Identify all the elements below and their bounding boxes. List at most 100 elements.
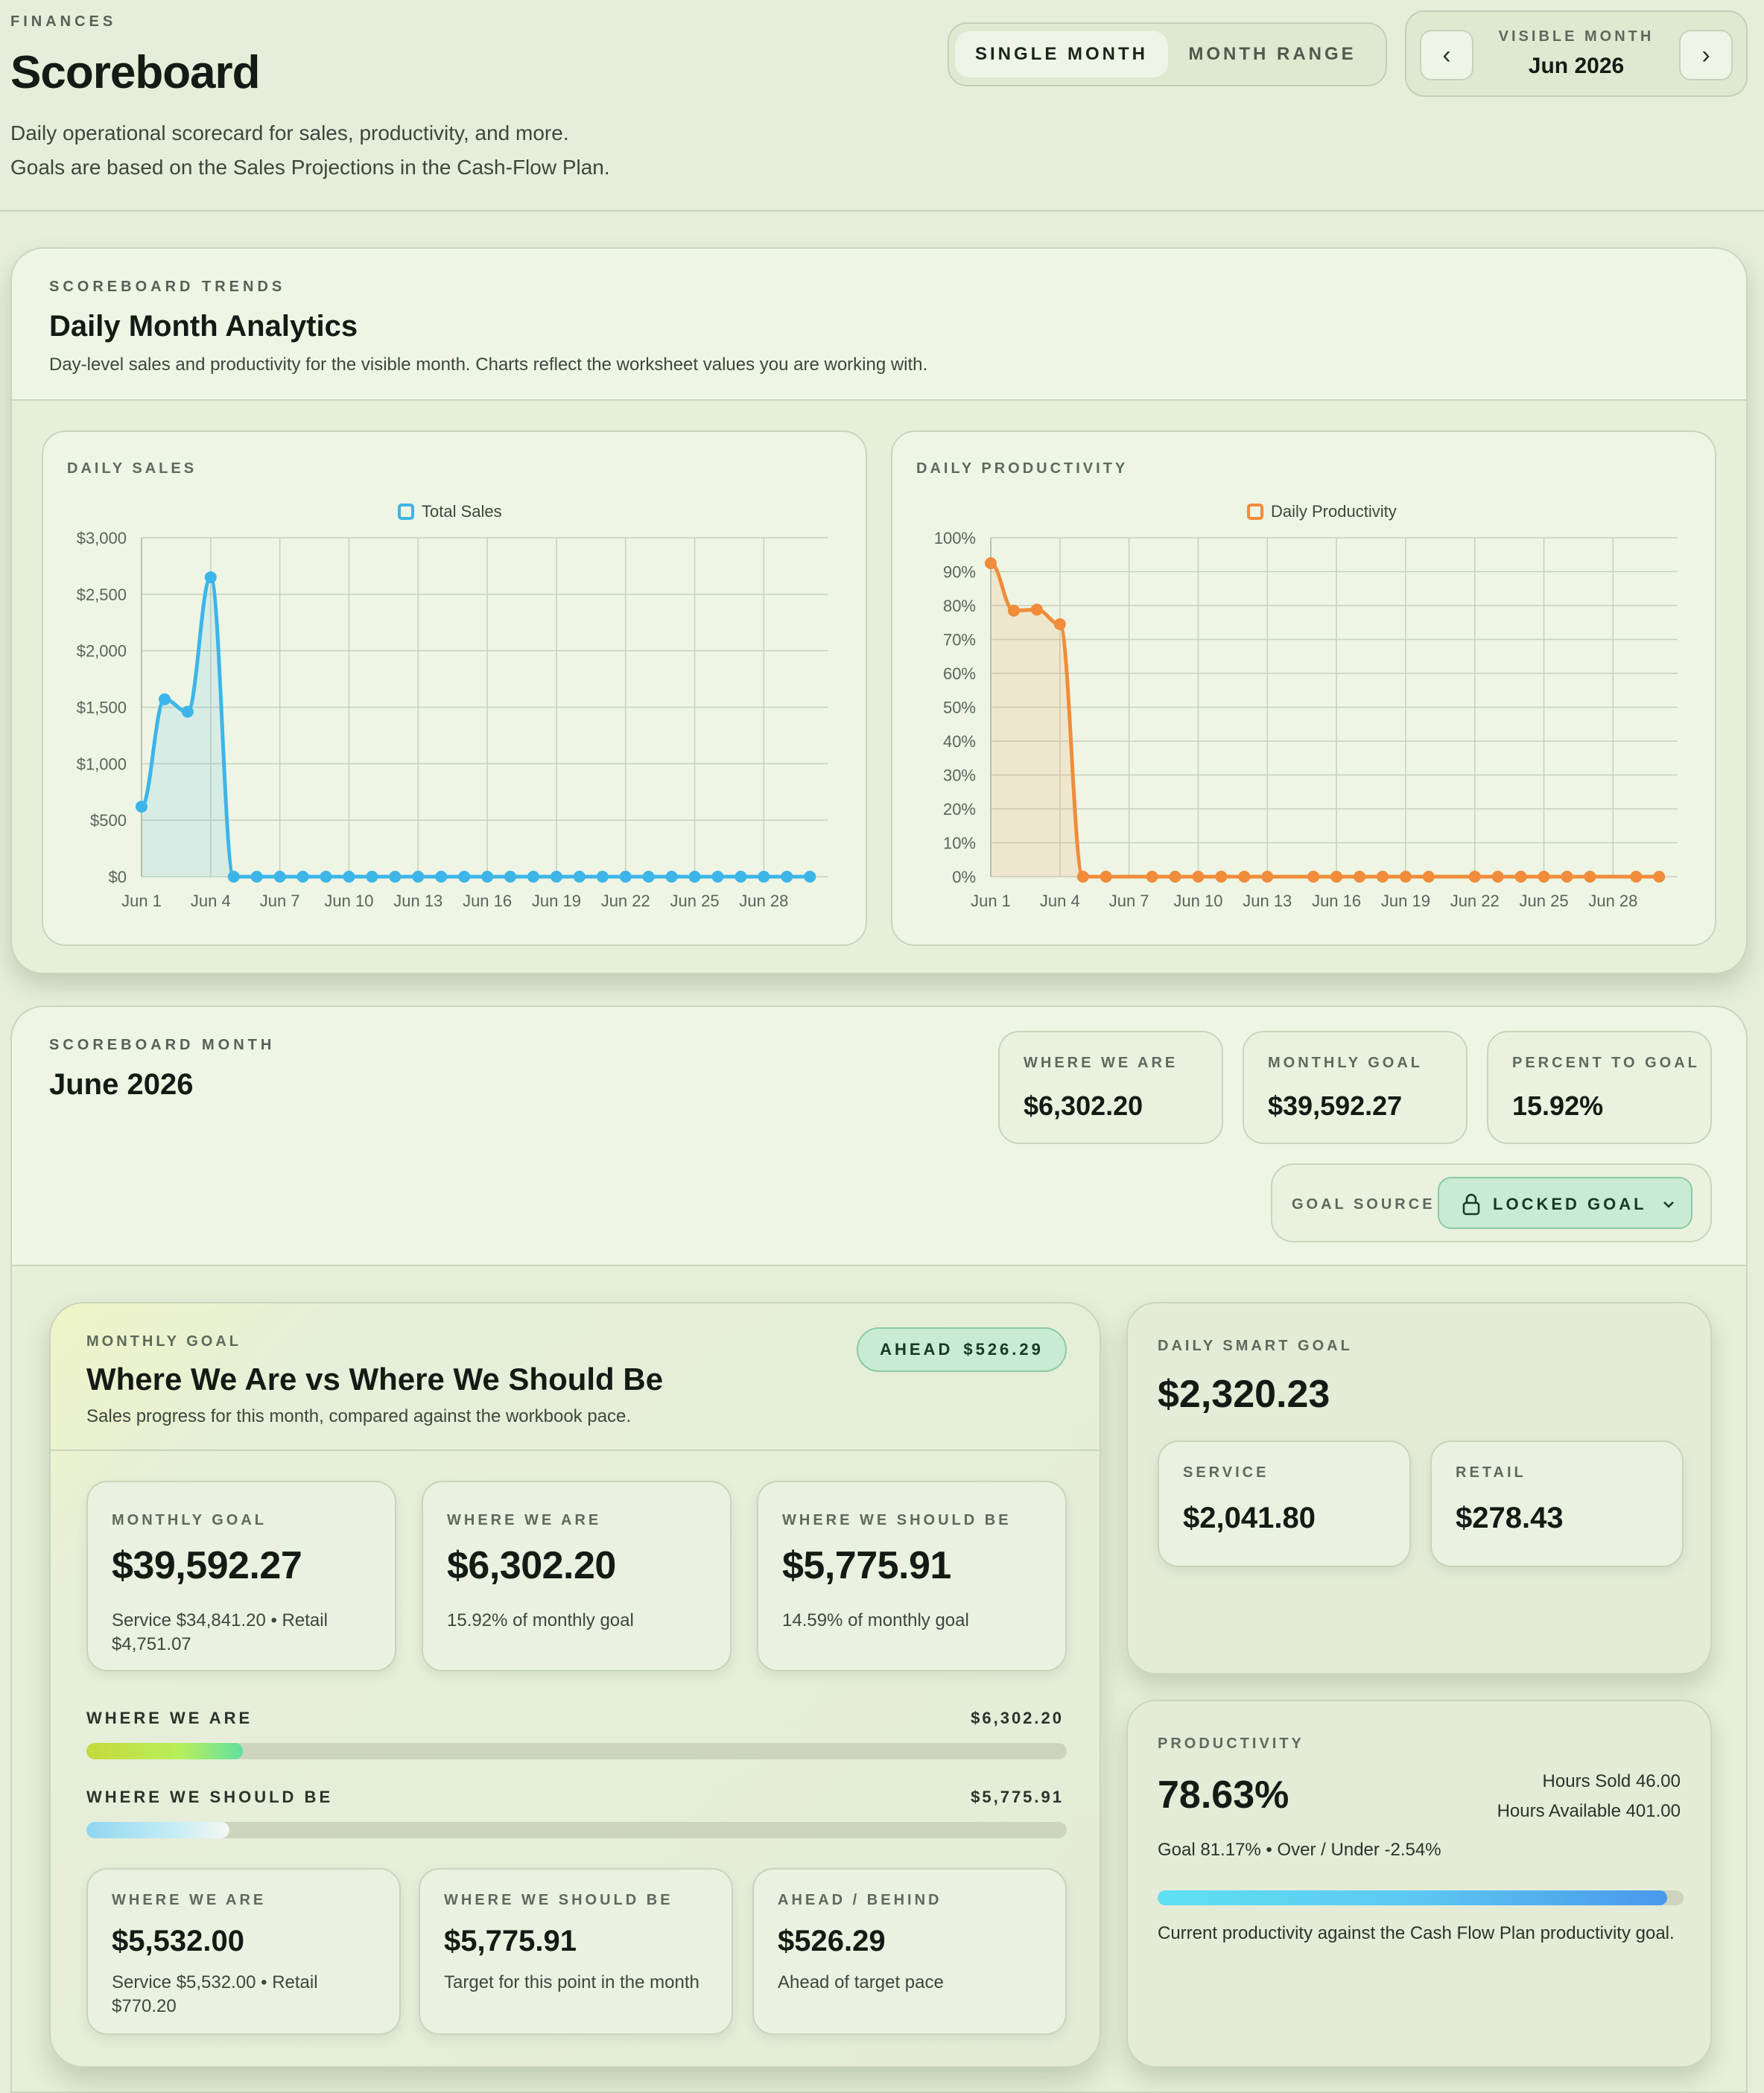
progress-label-where-we-are: WHERE WE ARE — [86, 1709, 253, 1727]
single-month-button[interactable]: SINGLE MONTH — [955, 31, 1168, 77]
productivity-point — [1146, 871, 1158, 883]
daily-productivity-chart: Daily Productivity 0% 10% 20% 30% 40% 50% 60% 70… — [934, 502, 1678, 910]
sales-point — [366, 871, 378, 883]
productivity-point — [985, 557, 997, 570]
productivity-eyebrow: PRODUCTIVITY — [1158, 1735, 1304, 1752]
daily-sales-chart-card: DAILY SALES Total Sales $0 $500 $1,000 $1,50… — [42, 431, 867, 946]
x-tick-label: Jun 10 — [324, 892, 373, 910]
sales-point — [711, 871, 724, 883]
stat-value: $39,592.27 — [1268, 1090, 1403, 1121]
sales-point — [504, 871, 517, 883]
x-tick-label: Jun 19 — [1381, 892, 1430, 910]
productivity-point — [1538, 871, 1550, 883]
stat-value: $6,302.20 — [1024, 1090, 1143, 1121]
sales-point — [435, 871, 448, 883]
legend-label: Total Sales — [422, 502, 502, 521]
next-month-button[interactable]: › — [1679, 30, 1733, 80]
trends-description: Day-level sales and productivity for the… — [49, 355, 928, 375]
y-tick-label: 10% — [943, 834, 976, 853]
sales-point — [273, 871, 286, 883]
sales-point — [158, 693, 171, 705]
trends-eyebrow: SCOREBOARD TRENDS — [49, 279, 286, 295]
detail-label: WHERE WE SHOULD BE — [444, 1892, 673, 1908]
productivity-point — [1491, 871, 1504, 883]
productivity-point — [1261, 871, 1274, 883]
detail-sub: Target for this point in the month — [444, 1972, 699, 1992]
detail-where-we-should-be: WHERE WE SHOULD BE $5,775.91 Target for … — [419, 1868, 733, 2035]
y-tick-label: 20% — [943, 800, 976, 819]
x-tick-label: Jun 13 — [393, 892, 442, 910]
header-divider — [0, 210, 1764, 212]
x-tick-label: Jun 7 — [260, 892, 300, 910]
productivity-track — [1158, 1890, 1684, 1905]
ahead-badge-value: $526.29 — [963, 1340, 1044, 1359]
stat-where-we-are: WHERE WE ARE $6,302.20 — [998, 1031, 1223, 1144]
y-tick-label: $2,000 — [77, 642, 127, 661]
retail-label: RETAIL — [1456, 1464, 1526, 1481]
trends-title: Daily Month Analytics — [49, 310, 358, 343]
productivity-area — [991, 563, 1660, 877]
x-tick-label: Jun 22 — [1450, 892, 1500, 910]
productivity-point — [1584, 871, 1596, 883]
y-tick-label: $1,500 — [77, 699, 127, 717]
view-mode-toggle: SINGLE MONTH MONTH RANGE — [948, 22, 1387, 86]
y-tick-label: 80% — [943, 597, 976, 615]
productivity-fill — [1158, 1890, 1667, 1905]
page-eyebrow: FINANCES — [10, 13, 117, 30]
y-tick-label: $2,500 — [77, 585, 127, 604]
productivity-point — [1330, 871, 1343, 883]
x-tick-label: Jun 16 — [463, 892, 512, 910]
y-tick-label: 100% — [934, 529, 976, 547]
sales-point — [665, 871, 678, 883]
goal-summary-where-we-are: WHERE WE ARE $6,302.20 15.92% of monthly… — [422, 1481, 732, 1671]
sales-point — [527, 871, 539, 883]
x-tick-label: Jun 4 — [1040, 892, 1080, 910]
trends-header: SCOREBOARD TRENDS Daily Month Analytics … — [12, 249, 1746, 401]
y-tick-label: 90% — [943, 563, 976, 582]
month-range-button[interactable]: MONTH RANGE — [1188, 44, 1357, 64]
progress-track-where-we-are — [86, 1743, 1067, 1759]
previous-month-button[interactable]: ‹ — [1420, 30, 1473, 80]
page-description-line-1: Daily operational scorecard for sales, p… — [10, 121, 569, 144]
sales-point — [343, 871, 355, 883]
sales-point — [181, 705, 194, 718]
summary-sub: 14.59% of monthly goal — [782, 1610, 969, 1630]
stat-label: PERCENT TO GOAL — [1512, 1055, 1700, 1071]
productivity-note: Current productivity against the Cash Fl… — [1158, 1923, 1675, 1943]
goal-source-dropdown[interactable]: LOCKED GOAL — [1438, 1177, 1692, 1229]
x-tick-label: Jun 28 — [1588, 892, 1637, 910]
productivity-point — [1007, 604, 1020, 617]
hours-available: Hours Available 401.00 — [1497, 1801, 1681, 1821]
detail-value: $5,775.91 — [444, 1925, 577, 1957]
monthly-goal-card: MONTHLY GOAL Where We Are vs Where We Sh… — [49, 1302, 1101, 2068]
page-description-line-2: Goals are based on the Sales Projections… — [10, 156, 610, 179]
daily-sales-chart-title: DAILY SALES — [67, 460, 197, 477]
goal-card-title: Where We Are vs Where We Should Be — [86, 1362, 664, 1397]
goal-summary-monthly-goal: MONTHLY GOAL $39,592.27 Service $34,841.… — [86, 1481, 396, 1671]
progress-track-where-we-should-be — [86, 1822, 1067, 1838]
sales-point — [412, 871, 425, 883]
sales-point — [136, 800, 147, 813]
x-tick-label: Jun 1 — [971, 892, 1011, 910]
productivity-point — [1630, 871, 1643, 883]
summary-sub: Service $34,841.20 • Retail $4,751.07 — [112, 1610, 328, 1654]
goal-source-label: GOAL SOURCE — [1292, 1196, 1435, 1213]
x-tick-label: Jun 28 — [739, 892, 788, 910]
summary-value: $5,775.91 — [782, 1544, 951, 1587]
x-tick-label: Jun 1 — [121, 892, 162, 910]
summary-label: WHERE WE SHOULD BE — [782, 1512, 1012, 1528]
ahead-status-badge: AHEAD $526.29 — [857, 1327, 1067, 1372]
page-title: Scoreboard — [10, 47, 261, 98]
daily-sales-chart: Total Sales $0 $500 $1,000 $1,500 $2,000 $2,50… — [77, 502, 828, 910]
y-tick-label: 0% — [952, 868, 976, 886]
sales-point — [550, 871, 562, 883]
summary-value: $39,592.27 — [112, 1544, 302, 1587]
sales-point — [204, 571, 217, 584]
chevron-right-icon: › — [1701, 40, 1710, 69]
progress-fill-where-we-should-be — [86, 1822, 229, 1838]
productivity-point — [1561, 871, 1573, 883]
detail-value: $526.29 — [778, 1925, 886, 1957]
productivity-point — [1238, 871, 1251, 883]
y-tick-label: 40% — [943, 732, 976, 751]
sales-point — [573, 871, 586, 883]
